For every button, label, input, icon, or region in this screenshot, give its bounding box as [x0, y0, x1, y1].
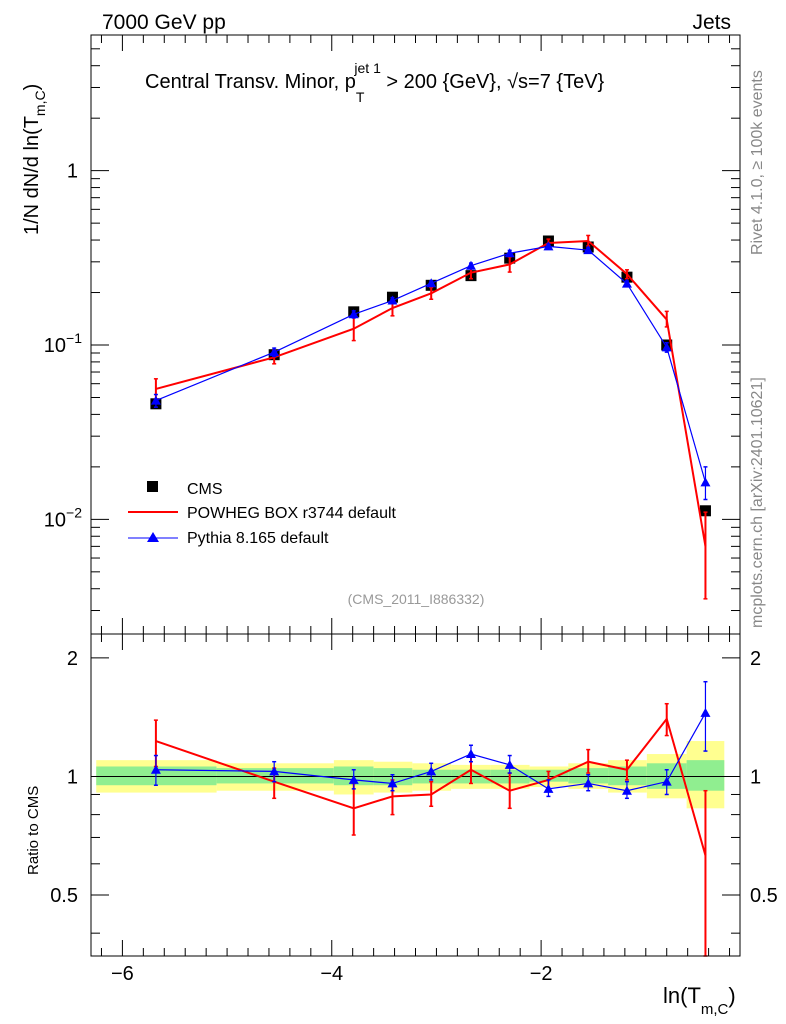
- legend-pythia-marker: [147, 532, 159, 542]
- pythia-point: [621, 278, 632, 288]
- ratio-y-tick-label-right: 2: [750, 648, 761, 670]
- x-axis-label: ln(Tm,C): [663, 983, 736, 1018]
- ratio-y-tick-label: 0.5: [50, 885, 78, 907]
- ratio-pythia-point: [269, 766, 280, 776]
- main-axes-layer: 1 10−1 10−2: [44, 34, 740, 634]
- rivet-label: Rivet 4.1.0, ≥ 100k events: [749, 70, 766, 255]
- pythia-point: [583, 245, 594, 255]
- legend-pythia-label: Pythia 8.165 default: [187, 530, 329, 547]
- legend: CMS POWHEG BOX r3744 default Pythia 8.16…: [128, 481, 397, 547]
- y-axis-label: 1/N dN/d ln(Tm,C): [21, 84, 48, 235]
- analysis-id: (CMS_2011_I886332): [348, 591, 485, 607]
- main-series-layer: [150, 234, 711, 600]
- pythia-point: [543, 241, 554, 251]
- pythia-point: [269, 347, 280, 357]
- pythia-point: [426, 278, 437, 288]
- cms-point: [699, 505, 711, 517]
- pythia-point: [387, 295, 398, 305]
- y-tick-label: 10−2: [44, 504, 82, 531]
- ratio-pythia-point: [661, 776, 672, 786]
- header-right: Jets: [692, 11, 731, 34]
- powheg-line: [155, 239, 707, 547]
- header-left: 7000 GeV pp: [102, 11, 226, 34]
- legend-cms-label: CMS: [187, 481, 223, 498]
- pythia-point: [348, 309, 359, 319]
- pythia-point: [465, 260, 476, 270]
- ratio-y-tick-label: 1: [67, 766, 78, 788]
- ratio-plot-frame: [90, 633, 741, 957]
- ratio-axes-layer: −6 −4 −2 2 2 1 1 0.5 0.5: [50, 634, 778, 985]
- ratio-pythia-point: [583, 778, 594, 788]
- legend-powheg-label: POWHEG BOX r3744 default: [187, 505, 397, 522]
- ratio-pythia-point: [700, 707, 711, 717]
- ratio-y-axis-label: Ratio to CMS: [25, 786, 42, 875]
- ratio-y-tick-label: 2: [67, 648, 78, 670]
- chart-title: Central Transv. Minor, pTjet 1 > 200 {Ge…: [145, 60, 605, 105]
- ratio-y-tick-label-right: 0.5: [750, 885, 778, 907]
- x-tick-label: −2: [530, 963, 553, 985]
- ratio-pythia-point: [348, 774, 359, 784]
- ratio-pythia-line: [155, 712, 706, 792]
- pythia-point: [504, 248, 515, 258]
- y-tick-label: 1: [67, 161, 78, 183]
- pythia-point: [150, 395, 161, 405]
- mcplots-label: mcplots.cern.ch [arXiv:2401.10621]: [749, 377, 766, 628]
- ratio-y-tick-label-right: 1: [750, 766, 761, 788]
- pythia-point: [700, 477, 711, 487]
- x-tick-label: −6: [111, 963, 134, 985]
- ratio-pythia-point: [621, 785, 632, 795]
- legend-cms-marker: [147, 481, 158, 492]
- ratio-pythia-point: [426, 766, 437, 776]
- ratio-pythia-point: [465, 749, 476, 759]
- ratio-pythia-point: [504, 759, 515, 769]
- pythia-point: [661, 342, 672, 352]
- ratio-pythia-point: [387, 778, 398, 788]
- ratio-series-layer: [150, 680, 711, 957]
- y-tick-label: 10−1: [44, 330, 82, 357]
- ratio-powheg-line: [155, 716, 707, 856]
- ratio-pythia-point: [150, 764, 161, 774]
- pythia-line: [155, 245, 707, 483]
- ratio-pythia-point: [543, 783, 554, 793]
- ratio-band-inner: [686, 760, 725, 791]
- x-tick-label: −4: [320, 963, 343, 985]
